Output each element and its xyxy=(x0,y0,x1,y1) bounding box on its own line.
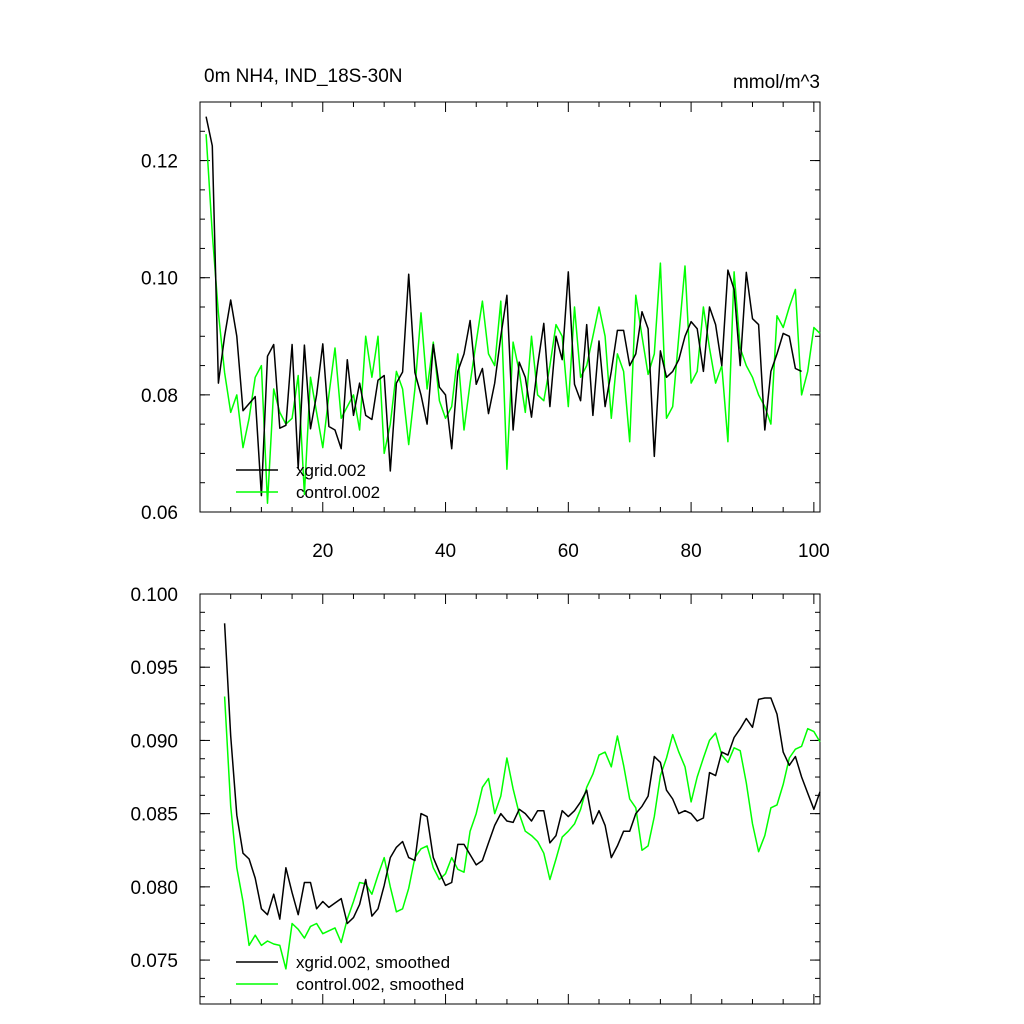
x-tick-label: 20 xyxy=(312,541,333,562)
plot-frame xyxy=(199,101,821,513)
top-panel-raw: 20 40 60 80 100 0.06 0.08 0.10 0.12 xgrid.002 cont… xyxy=(141,101,830,562)
y-tick-label: 0.080 xyxy=(130,878,178,899)
legend-label: control.002, smoothed xyxy=(296,975,464,994)
x-tick-label: 60 xyxy=(558,541,579,562)
x-tick-label: 100 xyxy=(798,541,830,562)
bottom-panel-smoothed: 0.075 0.080 0.085 0.090 0.095 0.100 xgrid.002,… xyxy=(130,585,821,1005)
y-tick-label: 0.100 xyxy=(130,585,178,606)
y-tick-label: 0.08 xyxy=(141,386,178,407)
units-label: mmol/m^3 xyxy=(733,72,820,93)
legend-label: xgrid.002 xyxy=(296,461,366,480)
y-tick-label: 0.090 xyxy=(130,731,178,752)
legend-label: xgrid.002, smoothed xyxy=(296,953,450,972)
y-tick-label: 0.06 xyxy=(141,503,178,524)
y-tick-label: 0.095 xyxy=(130,658,178,679)
plot-frame xyxy=(199,593,821,1005)
series-line-xgrid xyxy=(205,116,802,497)
x-tick-label: 80 xyxy=(681,541,702,562)
series-line-control xyxy=(205,134,821,504)
series-line-xgrid xyxy=(223,623,821,925)
chart-title-left: 0m NH4, IND_18S-30N xyxy=(204,66,403,87)
y-tick-label: 0.12 xyxy=(141,152,178,173)
x-tick-label: 40 xyxy=(435,541,456,562)
series-line-control xyxy=(223,696,821,970)
y-tick-label: 0.075 xyxy=(130,951,178,972)
y-tick-label: 0.10 xyxy=(141,269,178,290)
legend-label: control.002 xyxy=(296,483,380,502)
y-tick-label: 0.085 xyxy=(130,805,178,826)
